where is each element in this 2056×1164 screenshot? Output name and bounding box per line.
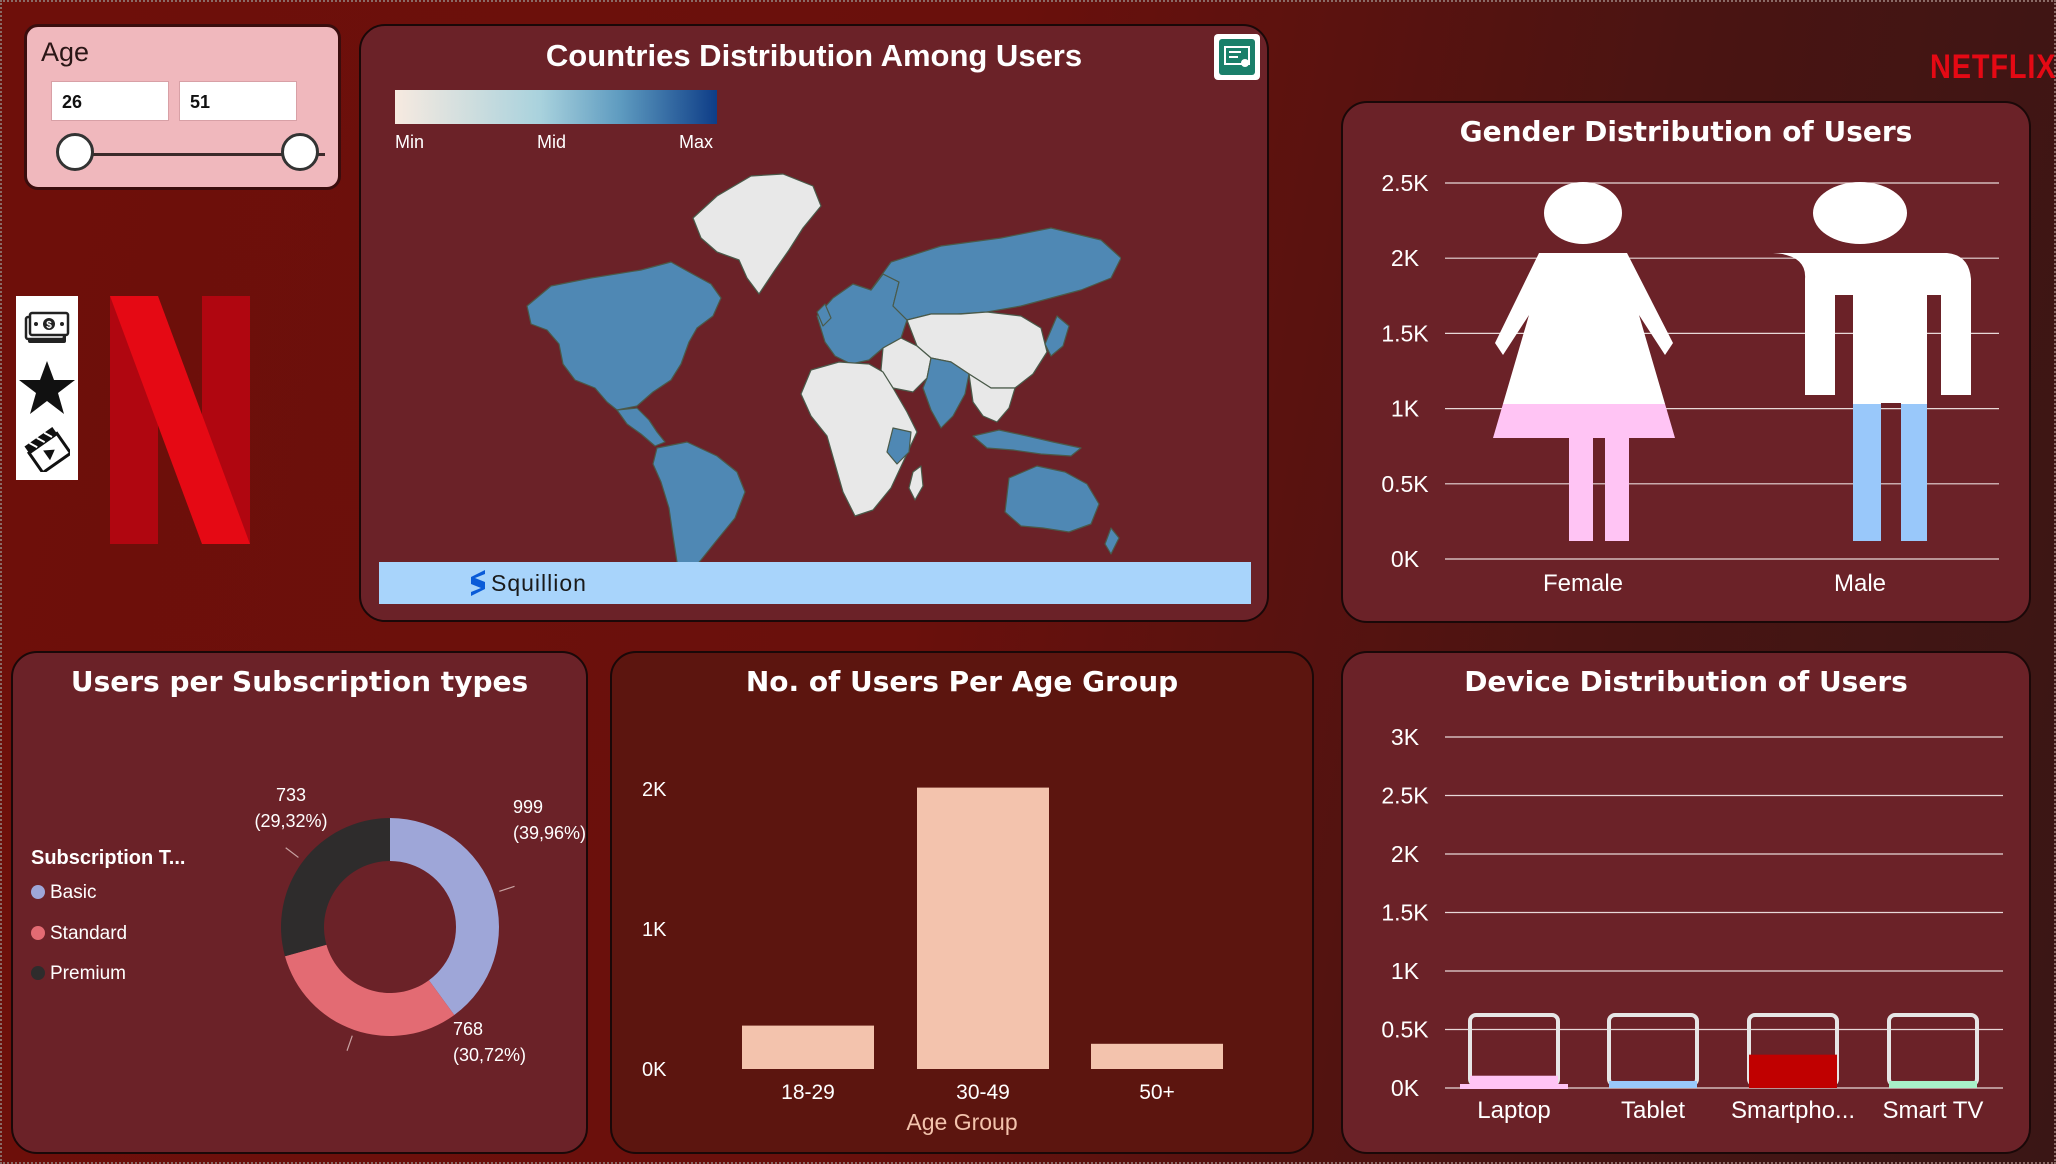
- gender-ytick: 1.5K: [1381, 320, 1429, 346]
- device-chart: 0K 0.5K 1K 1.5K 2K 2.5K 3K Laptop Tablet Smartpho…: [1381, 724, 2003, 1124]
- age-group-bar-50+[interactable]: [1091, 1043, 1223, 1069]
- device-bar-tv[interactable]: [1887, 1013, 1979, 1088]
- subscription-legend-title: Subscription T...: [31, 847, 186, 869]
- squillion-footer[interactable]: Squillion: [379, 562, 1251, 604]
- nav-star-button[interactable]: [16, 357, 78, 418]
- page-nav: $: [16, 296, 78, 480]
- clapperboard-icon: [24, 426, 70, 472]
- gender-ytick: 2K: [1391, 245, 1420, 271]
- country-map-panel: Countries Distribution Among Users Min M…: [359, 24, 1269, 622]
- gender-chart: 0K 0.5K 1K 1.5K 2K 2.5K Female Male: [1381, 170, 1999, 597]
- donut-slice-premium[interactable]: [281, 818, 390, 957]
- donut-value-label: 768: [453, 1019, 483, 1039]
- device-xtick: Laptop: [1477, 1097, 1550, 1124]
- map-title: Countries Distribution Among Users: [545, 38, 1083, 73]
- age-group-xtick: 50+: [1139, 1081, 1175, 1104]
- donut-leader-line: [285, 847, 299, 858]
- device-bar-phone[interactable]: [1747, 1013, 1839, 1088]
- device-ytick: 0.5K: [1381, 1017, 1429, 1043]
- world-map[interactable]: [521, 166, 1121, 576]
- device-ytick: 1.5K: [1381, 900, 1429, 926]
- legend-max-label: Max: [679, 132, 714, 152]
- age-group-ytick: 2K: [642, 779, 667, 801]
- legend-basic[interactable]: Basic: [31, 882, 96, 904]
- donut-leader-line: [346, 1035, 353, 1051]
- squillion-logo-icon: [471, 570, 485, 596]
- donut-slice-basic[interactable]: [390, 818, 499, 1016]
- age-group-chart-panel: No. of Users Per Age Group 0K 1K 2K 18-29 30…: [610, 651, 1314, 1154]
- device-xtick: Tablet: [1621, 1097, 1685, 1124]
- age-group-bar-18-29[interactable]: [742, 1025, 874, 1069]
- female-bar[interactable]: [1493, 182, 1675, 541]
- age-slicer[interactable]: Age 26 51: [24, 24, 341, 190]
- star-icon: [19, 360, 75, 414]
- age-max-handle[interactable]: [281, 133, 319, 171]
- device-ytick: 2.5K: [1381, 783, 1429, 809]
- gender-ytick: 2.5K: [1381, 170, 1429, 196]
- device-chart-title: Device Distribution of Users: [1464, 665, 1908, 698]
- age-group-bar-30-49[interactable]: [917, 787, 1049, 1069]
- age-min-handle[interactable]: [56, 133, 94, 171]
- device-xtick: Smartpho...: [1731, 1097, 1855, 1124]
- age-group-ytick: 0K: [642, 1059, 667, 1081]
- legend-min-label: Min: [395, 132, 425, 152]
- age-min-input[interactable]: 26: [51, 81, 169, 121]
- legend-premium[interactable]: Premium: [31, 963, 126, 985]
- age-slider-track[interactable]: [77, 153, 325, 156]
- gender-ytick: 1K: [1391, 396, 1420, 422]
- squillion-label: Squillion: [491, 570, 587, 596]
- legend-mid-label: Mid: [537, 132, 567, 152]
- map-color-legend: [395, 90, 717, 124]
- donut-slice-standard[interactable]: [284, 944, 455, 1036]
- gender-chart-panel: Gender Distribution of Users 0K 0.5K 1K 1.5…: [1341, 101, 2031, 623]
- certificate-button[interactable]: [1214, 34, 1260, 80]
- svg-text:$: $: [46, 320, 52, 331]
- donut-leader-line: [499, 885, 515, 892]
- device-bar-laptop[interactable]: [1460, 1013, 1568, 1089]
- gender-chart-title: Gender Distribution of Users: [1459, 115, 1913, 148]
- device-ytick: 1K: [1391, 958, 1420, 984]
- donut-percent-label: (30,72%): [453, 1045, 526, 1065]
- money-icon: $: [24, 311, 70, 343]
- male-bar[interactable]: [1773, 182, 1971, 541]
- age-group-xtick: 18-29: [781, 1081, 835, 1104]
- device-chart-panel: Device Distribution of Users 0K 0.5K 1K 1.5…: [1341, 651, 2031, 1154]
- age-group-ytick: 1K: [642, 919, 667, 941]
- device-ytick: 3K: [1391, 724, 1420, 750]
- subscription-chart-title: Users per Subscription types: [70, 665, 529, 698]
- age-group-xtick: 30-49: [956, 1081, 1010, 1104]
- subscription-chart-panel: Users per Subscription types Subscriptio…: [11, 651, 588, 1154]
- nav-movies-button[interactable]: [16, 418, 78, 479]
- age-group-chart-title: No. of Users Per Age Group: [745, 665, 1179, 698]
- netflix-logo: [110, 296, 250, 544]
- netflix-wordmark: NETFLIX: [1930, 48, 2056, 86]
- device-ytick: 2K: [1391, 841, 1420, 867]
- legend-standard[interactable]: Standard: [31, 923, 127, 945]
- donut-value-label: 733: [276, 785, 306, 805]
- age-group-xlabel: Age Group: [906, 1109, 1018, 1135]
- donut-percent-label: (29,32%): [254, 811, 327, 831]
- certificate-icon: [1219, 39, 1255, 75]
- gender-xtick: Female: [1543, 570, 1623, 597]
- device-ytick: 0K: [1391, 1075, 1420, 1101]
- device-bar-tablet[interactable]: [1607, 1013, 1699, 1088]
- donut-percent-label: (39,96%): [513, 823, 586, 843]
- donut-value-label: 999: [513, 797, 543, 817]
- gender-xtick: Male: [1834, 570, 1886, 597]
- nav-money-button[interactable]: $: [16, 296, 78, 357]
- gender-ytick: 0K: [1391, 546, 1420, 572]
- age-slicer-title: Age: [41, 37, 90, 67]
- subscription-donut: 999 (39,96%) 768 (30,72%) 733 (29,32%): [254, 785, 586, 1065]
- device-xtick: Smart TV: [1883, 1097, 1984, 1124]
- age-max-input[interactable]: 51: [179, 81, 297, 121]
- gender-ytick: 0.5K: [1381, 471, 1429, 497]
- age-group-bars: 0K 1K 2K 18-29 30-49 50+: [642, 779, 1223, 1104]
